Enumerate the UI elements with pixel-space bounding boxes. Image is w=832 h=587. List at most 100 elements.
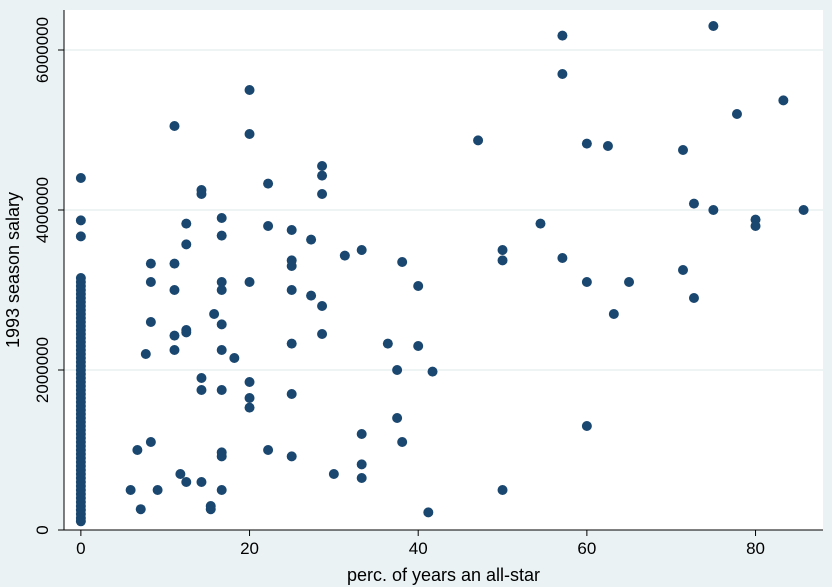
data-point [152,485,163,495]
data-point [75,173,86,183]
y-tick-label: 2000000 [33,337,52,403]
data-point [392,413,403,423]
data-point [778,95,789,106]
data-point [678,265,689,275]
data-point [286,225,297,235]
data-point [306,234,317,245]
data-point [216,385,227,395]
data-point [708,205,719,215]
data-point [708,21,719,31]
data-point [244,402,255,413]
data-point [602,141,613,151]
data-point [244,129,255,139]
x-tick-label: 20 [240,539,259,558]
data-point [356,473,367,483]
x-tick-label: 60 [577,539,596,558]
data-point [145,258,156,269]
data-point [169,330,180,341]
x-tick-label: 40 [409,539,428,558]
data-point [244,393,255,403]
data-point [356,429,367,439]
data-point [473,135,484,146]
data-point [244,377,255,387]
data-point [317,329,328,339]
data-point [286,451,297,462]
y-tick-label: 4000000 [33,177,52,243]
data-point [169,258,180,269]
data-point [181,239,192,250]
data-point [286,389,297,399]
data-point [678,145,689,155]
plot-area [64,10,823,530]
data-point [382,338,393,349]
data-point [181,477,192,487]
data-point [328,469,339,479]
data-point [624,277,635,287]
data-point [581,138,592,149]
x-tick-label: 0 [76,539,85,558]
data-point [216,345,227,355]
data-point [356,459,367,470]
data-point [413,281,424,291]
data-point [317,161,328,171]
data-point [413,341,424,351]
data-point [145,277,156,287]
data-point [244,85,255,95]
data-point [497,255,508,266]
data-point [216,485,227,495]
data-point [196,477,207,487]
data-point [145,317,156,327]
x-axis-ticks: 0 20 40 60 80 [76,530,765,558]
data-point [497,485,508,495]
x-axis-title: perc. of years an all-star [347,565,540,585]
data-point [205,504,216,515]
data-point [135,504,146,515]
data-point [169,285,180,295]
data-point [397,257,408,267]
data-point [181,218,192,229]
y-axis-ticks: 0 2000000 4000000 6000000 [33,17,64,535]
data-point [356,245,367,255]
data-point [608,309,619,319]
data-point [216,277,227,287]
data-point [196,385,207,395]
data-point [397,437,408,447]
data-point [263,445,274,455]
data-point [181,327,192,338]
data-point [557,253,568,263]
data-point [140,349,151,359]
data-point [688,198,699,209]
data-point [688,293,699,303]
data-point [132,445,143,455]
data-point [286,261,297,271]
y-tick-label: 6000000 [33,17,52,83]
data-point [263,221,274,231]
data-point [125,485,136,495]
data-point [169,345,180,355]
data-point [557,69,568,79]
data-point [535,218,546,229]
data-point [798,205,809,215]
data-point [392,365,403,375]
data-point [750,221,761,231]
data-point [216,285,227,295]
data-point [216,230,227,241]
data-point [317,170,328,181]
data-points [75,21,809,527]
data-point [196,373,207,383]
data-point [145,437,156,447]
data-point [286,338,297,349]
data-point [306,290,317,301]
data-point [339,250,350,261]
data-point [423,507,434,518]
data-point [216,451,227,462]
data-point [263,178,274,189]
data-point [169,121,180,131]
data-point [731,109,742,119]
data-point [497,245,508,255]
data-point [209,309,220,319]
data-point [75,516,86,527]
data-point [557,30,568,41]
data-point [317,301,328,311]
